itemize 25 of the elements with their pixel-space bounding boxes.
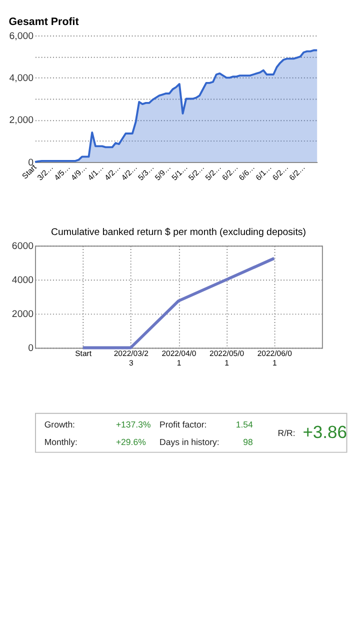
x-tick-label: 2022/05/01 <box>210 349 245 368</box>
text: 98 <box>243 437 254 448</box>
text: +137.3% <box>116 420 151 430</box>
x-tick-label: 2022/04/01 <box>162 349 197 368</box>
text: Profit factor: <box>160 420 207 430</box>
text: Monthly: <box>44 437 78 448</box>
text: R/R: <box>278 428 296 438</box>
text: Days in history: <box>160 437 220 448</box>
x-tick-label: 2022/03/23 <box>114 349 148 368</box>
chart-title: Gesamt Profit <box>8 16 80 28</box>
y-tick-label: 4,000 <box>9 73 34 84</box>
chart-title: Cumulative banked return $ per month (excluding deposits) <box>50 226 306 238</box>
x-tick-label: Start <box>75 349 92 358</box>
y-tick-label: 0 <box>28 343 34 354</box>
text: 1.54 <box>236 420 254 430</box>
line-series <box>81 256 276 350</box>
x-tick-label: 2022/06/01 <box>257 349 293 368</box>
y-tick-label: 4000 <box>12 275 34 286</box>
y-tick-label: 6000 <box>12 241 34 252</box>
y-tick-label: 2000 <box>12 309 34 320</box>
y-tick-label: 2,000 <box>9 115 34 126</box>
y-tick-label: 6,000 <box>9 30 34 42</box>
text: +3.86 <box>302 422 347 442</box>
text: +29.6% <box>116 437 146 448</box>
text: Growth: <box>44 420 75 430</box>
